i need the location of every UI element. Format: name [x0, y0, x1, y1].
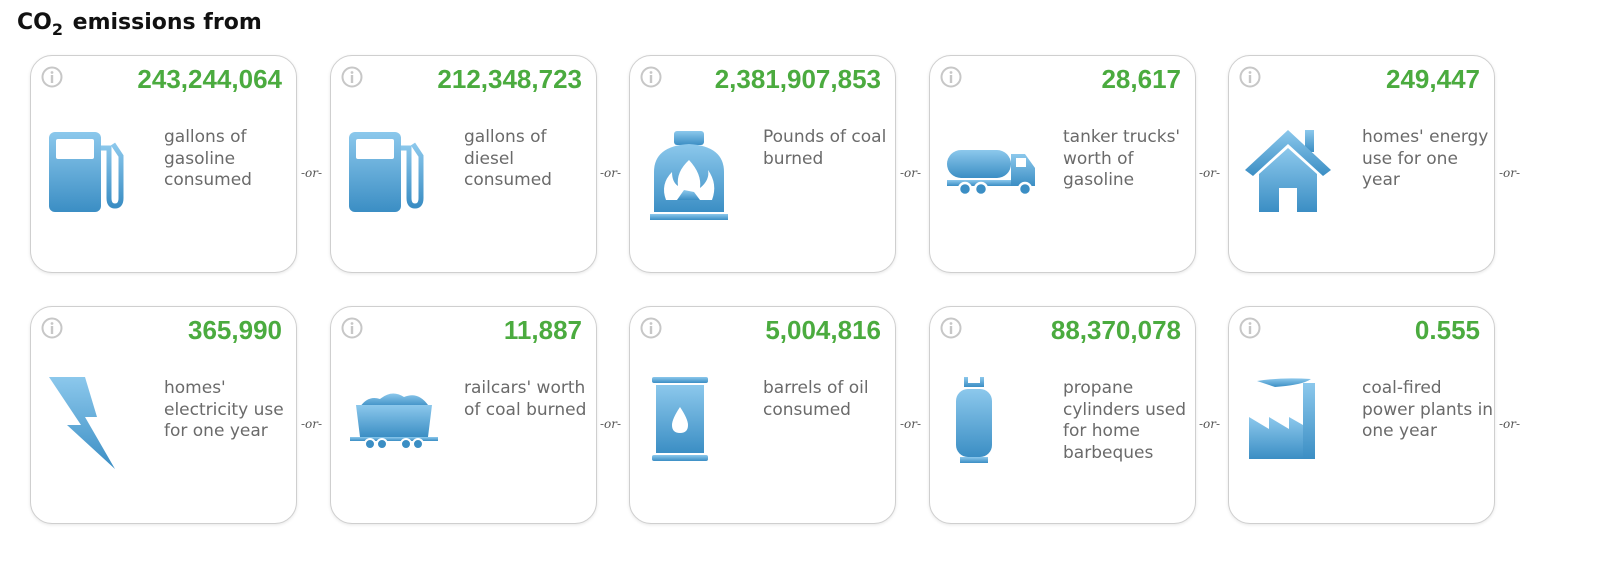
info-icon[interactable]	[341, 66, 363, 88]
or-separator: -or-	[1499, 417, 1521, 431]
info-icon[interactable]	[940, 66, 962, 88]
card-gasoline: 243,244,064 gallons of gasoline consumed	[30, 55, 297, 273]
value: 88,370,078	[1050, 315, 1181, 345]
label: homes' energy use for one year	[1362, 127, 1489, 190]
value: 2,381,907,853	[714, 64, 881, 94]
or-separator: -or-	[900, 417, 922, 431]
or-separator: -or-	[600, 417, 622, 431]
value: 365,990	[188, 315, 282, 345]
or-separator: -or-	[900, 166, 922, 180]
info-icon[interactable]	[1239, 66, 1261, 88]
card-power-plants: 0.555 coal-fired power plants in one yea…	[1228, 306, 1495, 524]
label: propane cylinders used for home barbeque…	[1063, 378, 1187, 463]
lightning-bolt-icon	[49, 377, 115, 469]
power-plant-icon	[1249, 378, 1315, 459]
label: Pounds of coal burned	[763, 127, 887, 169]
card-tanker-trucks: 28,617 tanker trucks' worth of gasoline	[929, 55, 1196, 273]
value: 0.555	[1414, 315, 1480, 345]
value: 28,617	[1101, 64, 1181, 94]
label: tanker trucks' worth of gasoline	[1063, 127, 1181, 190]
info-icon[interactable]	[940, 317, 962, 339]
info-icon[interactable]	[341, 317, 363, 339]
info-icon[interactable]	[41, 66, 63, 88]
page-title: CO2 emissions from	[17, 10, 262, 39]
value: 243,244,064	[137, 64, 282, 94]
label: gallons of gasoline consumed	[164, 127, 252, 190]
card-railcars: 11,887 railcars' worth of coal burned	[330, 306, 597, 524]
tanker-truck-icon	[947, 150, 1035, 197]
gas-pump-icon	[49, 132, 124, 212]
coal-railcar-icon	[350, 393, 438, 450]
coal-furnace-icon	[650, 131, 728, 220]
value: 11,887	[503, 315, 582, 345]
value: 249,447	[1386, 64, 1480, 94]
label: railcars' worth of coal burned	[464, 378, 587, 420]
diesel-pump-icon	[349, 132, 424, 212]
info-icon[interactable]	[1239, 317, 1261, 339]
card-homes-electricity: 365,990 homes' electricity use for one y…	[30, 306, 297, 524]
card-diesel: 212,348,723 gallons of diesel consumed	[330, 55, 597, 273]
or-separator: -or-	[301, 166, 323, 180]
label: gallons of diesel consumed	[464, 127, 552, 190]
or-separator: -or-	[600, 166, 622, 180]
info-icon[interactable]	[41, 317, 63, 339]
card-oil-barrels: 5,004,816 barrels of oil consumed	[629, 306, 896, 524]
info-icon[interactable]	[640, 317, 662, 339]
info-icon[interactable]	[640, 66, 662, 88]
label: homes' electricity use for one year	[164, 378, 284, 441]
or-separator: -or-	[1499, 166, 1521, 180]
or-separator: -or-	[1199, 417, 1221, 431]
oil-barrel-icon	[652, 377, 708, 461]
label: coal-fired power plants in one year	[1362, 378, 1494, 441]
or-separator: -or-	[301, 417, 323, 431]
card-propane-cylinders: 88,370,078 propane cylinders used for ho…	[929, 306, 1196, 524]
label: barrels of oil consumed	[763, 378, 869, 420]
card-homes-energy: 249,447 homes' energy use for one year	[1228, 55, 1495, 273]
house-icon	[1245, 130, 1331, 212]
propane-cylinder-icon	[956, 377, 992, 463]
card-coal: 2,381,907,853 Pounds of coal burned	[629, 55, 896, 273]
value: 5,004,816	[765, 315, 881, 345]
value: 212,348,723	[437, 64, 582, 94]
or-separator: -or-	[1199, 166, 1221, 180]
